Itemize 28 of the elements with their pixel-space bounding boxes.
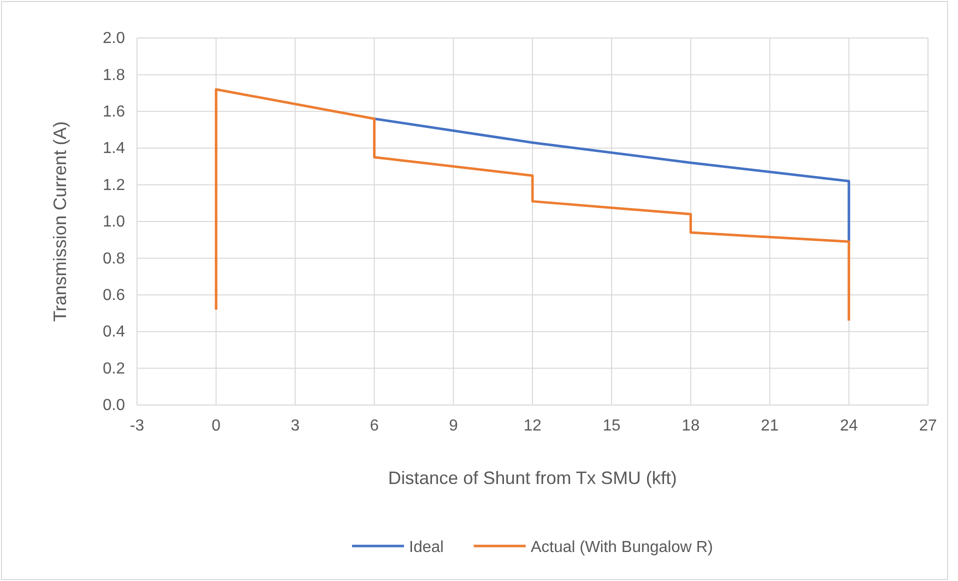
y-tick-label: 2.0 [102, 30, 126, 48]
x-tick-label: 27 [919, 417, 937, 434]
y-tick-label: 0.6 [102, 287, 126, 304]
line-series [214, 88, 850, 322]
y-tick-label: 1.2 [102, 176, 126, 194]
y-tick-label: 0.8 [102, 250, 126, 268]
legend-label: Actual (With Bungalow R) [530, 539, 713, 556]
y-tick-label: 1.0 [102, 214, 126, 231]
y-tick-label: 0.4 [102, 324, 126, 341]
line-series [373, 117, 850, 243]
x-tick-label: 9 [448, 417, 458, 434]
legend-label: Ideal [409, 539, 444, 556]
x-tick-label: 3 [290, 417, 300, 434]
x-tick-label: 12 [524, 417, 542, 434]
y-tick-label: 0.0 [102, 397, 126, 414]
x-axis-title: Distance of Shunt from Tx SMU (kft) [388, 468, 677, 488]
y-tick-label: 1.4 [102, 140, 126, 158]
x-tick-label: 21 [760, 417, 779, 434]
y-tick-label: 1.8 [102, 66, 126, 84]
y-axis-title: Transmission Current (A) [50, 121, 70, 322]
x-tick-label: 6 [370, 417, 379, 434]
y-tick-label: 0.2 [102, 360, 126, 378]
y-tick-label: 1.6 [102, 104, 126, 121]
x-tick-label: 24 [840, 417, 858, 434]
x-tick-label: 18 [682, 417, 700, 434]
x-tick-label: -3 [130, 417, 144, 434]
x-tick-label: 0 [212, 417, 221, 434]
x-tick-label: 15 [602, 417, 621, 434]
